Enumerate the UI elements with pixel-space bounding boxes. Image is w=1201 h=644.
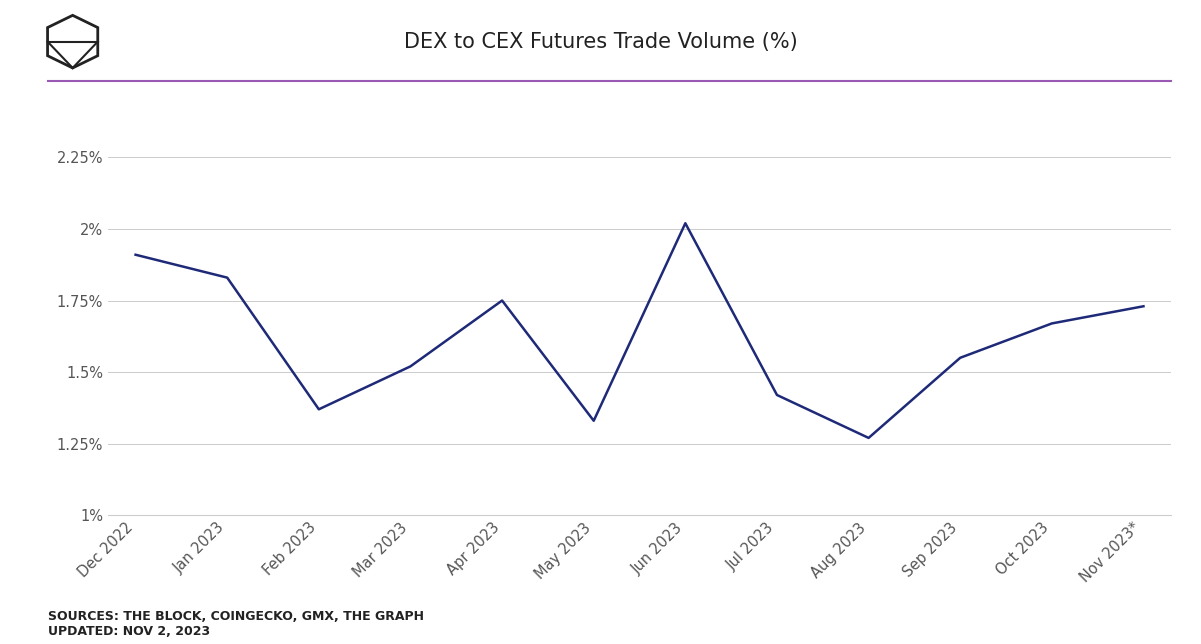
Text: DEX to CEX Futures Trade Volume (%): DEX to CEX Futures Trade Volume (%): [404, 32, 797, 52]
Text: SOURCES: THE BLOCK, COINGECKO, GMX, THE GRAPH
UPDATED: NOV 2, 2023: SOURCES: THE BLOCK, COINGECKO, GMX, THE …: [48, 610, 424, 638]
